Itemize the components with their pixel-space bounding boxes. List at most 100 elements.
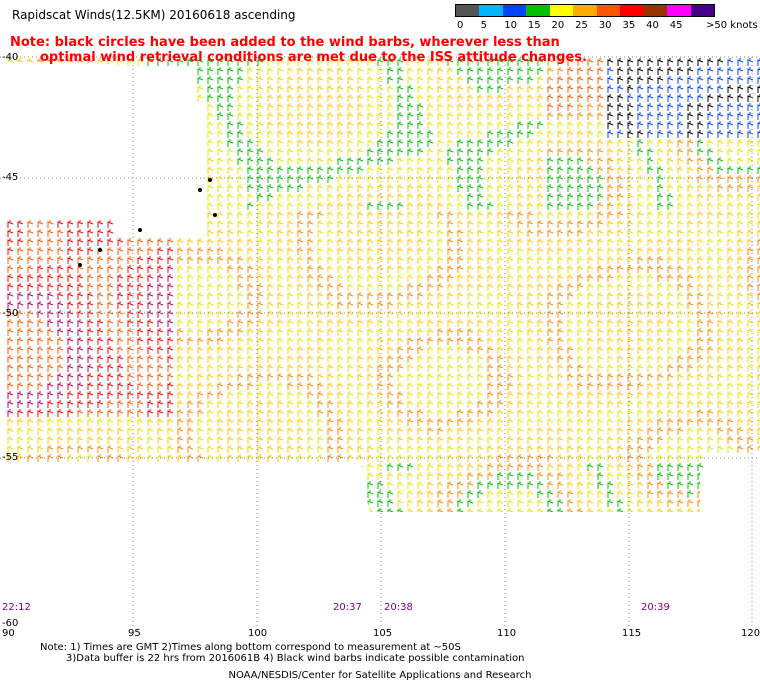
wind-barb [697, 229, 704, 237]
wind-barb [247, 427, 254, 435]
wind-barb [417, 382, 424, 390]
wind-barb [97, 373, 104, 381]
wind-barb [667, 139, 674, 147]
wind-barb [197, 238, 204, 246]
wind-barb [697, 85, 704, 93]
wind-barb [537, 436, 544, 444]
speed-legend: 0 5 10 15 20 25 30 35 40 45 [455, 4, 715, 34]
wind-barb [157, 355, 164, 363]
wind-barb [167, 355, 174, 363]
wind-barb [697, 94, 704, 102]
wind-barb [667, 328, 674, 336]
wind-barb [577, 202, 584, 210]
wind-barb [517, 364, 524, 372]
wind-barb [587, 121, 594, 129]
wind-barb [567, 148, 574, 156]
wind-barb [537, 148, 544, 156]
wind-barb [397, 76, 404, 84]
wind-barb [207, 256, 214, 264]
wind-barb [487, 148, 494, 156]
wind-barb [77, 382, 84, 390]
wind-barb [187, 58, 194, 66]
wind-barb [497, 265, 504, 273]
wind-barb [747, 346, 754, 354]
wind-barb [537, 76, 544, 84]
wind-barb [347, 283, 354, 291]
wind-barb [307, 454, 314, 462]
wind-barb [537, 319, 544, 327]
wind-barb [307, 292, 314, 300]
wind-barb [497, 346, 504, 354]
wind-barb [317, 229, 324, 237]
wind-barb [547, 148, 554, 156]
wind-barb [497, 364, 504, 372]
wind-barb [227, 418, 234, 426]
wind-barb [497, 148, 504, 156]
wind-barb [427, 391, 434, 399]
wind-barb [517, 67, 524, 75]
wind-barb [207, 337, 214, 345]
wind-barb [437, 157, 444, 165]
wind-barb [277, 436, 284, 444]
wind-barb [227, 238, 234, 246]
wind-barb [717, 85, 724, 93]
wind-barb [327, 121, 334, 129]
wind-barb [707, 409, 714, 417]
wind-barb [747, 148, 754, 156]
wind-barb [537, 355, 544, 363]
wind-barb [197, 454, 204, 462]
wind-barb [377, 175, 384, 183]
wind-barb [257, 103, 264, 111]
wind-barb [637, 130, 644, 138]
wind-barb [477, 409, 484, 417]
wind-barb [387, 121, 394, 129]
wind-barb [737, 247, 744, 255]
wind-barb [657, 355, 664, 363]
wind-barb [97, 265, 104, 273]
wind-barb [757, 67, 760, 75]
wind-barb [307, 265, 314, 273]
wind-barb [257, 184, 264, 192]
wind-barb [127, 58, 134, 66]
wind-barb [547, 409, 554, 417]
wind-barb [617, 247, 624, 255]
wind-barb [487, 283, 494, 291]
wind-barb [537, 247, 544, 255]
wind-barb [707, 184, 714, 192]
wind-barb [417, 328, 424, 336]
wind-barb [367, 238, 374, 246]
wind-barb [687, 274, 694, 282]
wind-barb [277, 391, 284, 399]
wind-barb [477, 94, 484, 102]
wind-barb [447, 346, 454, 354]
wind-barb [67, 427, 74, 435]
wind-barb [547, 103, 554, 111]
wind-barb [387, 247, 394, 255]
wind-barb [387, 418, 394, 426]
wind-barb [357, 229, 364, 237]
wind-barb [567, 103, 574, 111]
wind-barb [727, 193, 734, 201]
wind-barb [207, 121, 214, 129]
wind-barb [267, 193, 274, 201]
wind-barb [507, 238, 514, 246]
wind-barb [327, 328, 334, 336]
wind-barb [247, 391, 254, 399]
wind-barb [247, 265, 254, 273]
wind-barb [507, 274, 514, 282]
wind-barb [627, 391, 634, 399]
wind-barb [327, 247, 334, 255]
wind-barb [587, 274, 594, 282]
wind-barb [337, 274, 344, 282]
wind-barb [687, 454, 694, 462]
no-data-south-gap [325, 460, 370, 515]
wind-barb [87, 247, 94, 255]
wind-barb [567, 238, 574, 246]
wind-barb [337, 184, 344, 192]
wind-barb [497, 103, 504, 111]
wind-barb [427, 481, 434, 489]
wind-barb [647, 67, 654, 75]
wind-barb [117, 265, 124, 273]
wind-barb [77, 427, 84, 435]
wind-barb [287, 175, 294, 183]
